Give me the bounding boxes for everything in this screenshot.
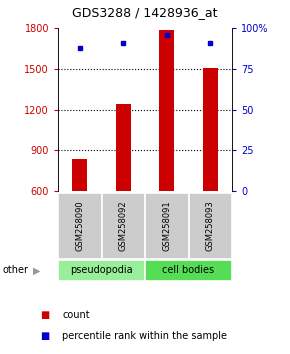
Text: GSM258091: GSM258091	[162, 200, 171, 251]
FancyBboxPatch shape	[145, 193, 188, 259]
Text: other: other	[3, 266, 29, 275]
Text: GSM258090: GSM258090	[75, 200, 84, 251]
Text: GSM258093: GSM258093	[206, 200, 215, 251]
FancyBboxPatch shape	[102, 193, 145, 259]
Text: cell bodies: cell bodies	[162, 266, 215, 275]
Text: ▶: ▶	[32, 266, 40, 275]
FancyBboxPatch shape	[58, 260, 145, 281]
Bar	[203, 68, 218, 191]
Bar	[72, 159, 87, 191]
Bar	[159, 30, 174, 191]
Bar	[116, 104, 131, 191]
Text: ■: ■	[41, 331, 50, 341]
Text: percentile rank within the sample: percentile rank within the sample	[62, 331, 227, 341]
Text: count: count	[62, 310, 90, 320]
FancyBboxPatch shape	[145, 260, 232, 281]
Text: pseudopodia: pseudopodia	[70, 266, 133, 275]
FancyBboxPatch shape	[58, 193, 102, 259]
Text: GSM258092: GSM258092	[119, 200, 128, 251]
Text: GDS3288 / 1428936_at: GDS3288 / 1428936_at	[72, 6, 218, 19]
FancyBboxPatch shape	[188, 193, 232, 259]
Text: ■: ■	[41, 310, 50, 320]
